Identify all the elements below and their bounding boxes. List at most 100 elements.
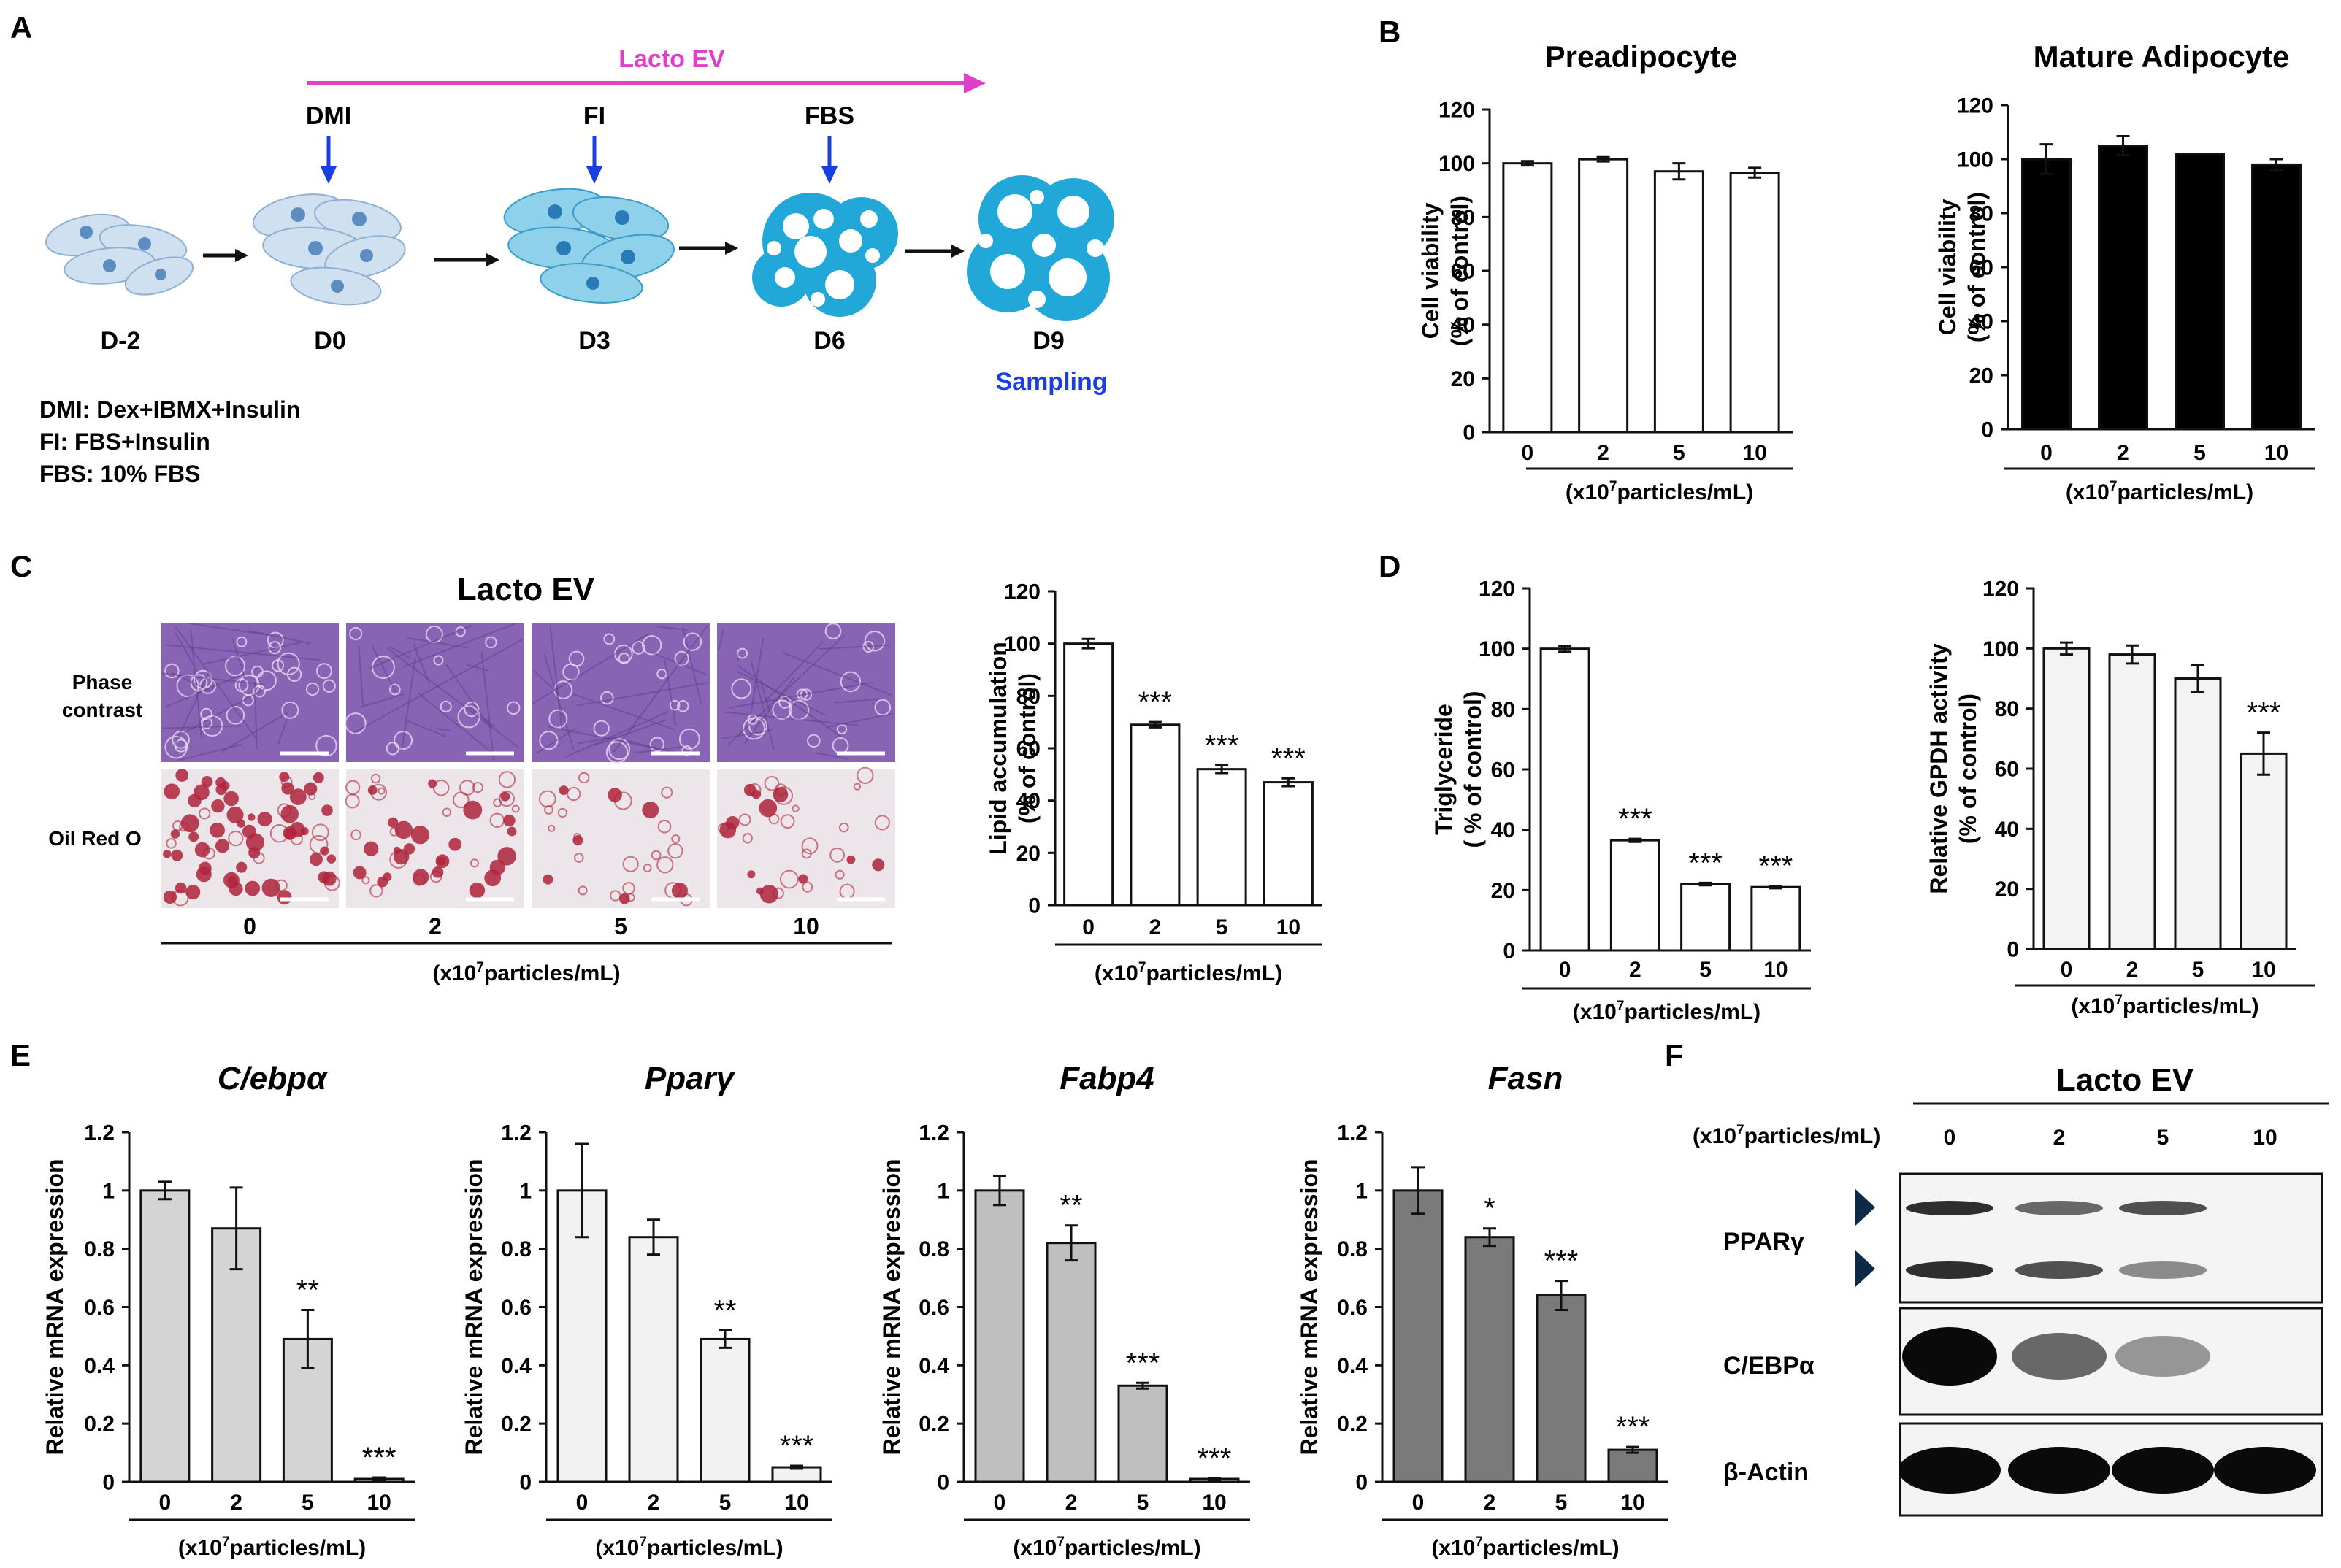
y-tick-label: 60 (1016, 737, 1041, 761)
x-tick-label: 5 (719, 1491, 732, 1515)
band-marker-arrowhead-upper (1855, 1188, 1875, 1226)
error-bar-5 (2191, 664, 2204, 693)
x-tick-label: 5 (1137, 1491, 1149, 1515)
beta-actin-band-lane-1 (2008, 1447, 2110, 1494)
y-tick-label: 40 (1969, 310, 1993, 334)
y-tick-label: 120 (1479, 577, 1515, 602)
error-bar-10 (372, 1476, 386, 1482)
y-tick-label: 0.6 (501, 1296, 532, 1320)
cebpa-band-lane-1 (2012, 1333, 2107, 1380)
bar-5 (2175, 153, 2225, 431)
error-bar-2 (2116, 135, 2130, 156)
bar-10 (2240, 752, 2288, 950)
error-bar-2 (2126, 644, 2139, 665)
x-axis-label: (x107particles/mL) (178, 1534, 366, 1560)
bar-2 (2108, 653, 2156, 950)
y-tick-label: 1.2 (1337, 1121, 1368, 1145)
cell-cluster-d0 (252, 193, 406, 306)
western-dose-label-0: 0 (1944, 1126, 1956, 1150)
legend-line-fbs: FBS: 10% FBS (39, 461, 200, 487)
x-tick-label: 2 (2117, 441, 2129, 465)
error-bar-0 (2039, 143, 2053, 175)
x-tick-label: 0 (159, 1491, 172, 1515)
chart-b1: Preadipocyte 0 20 40 60 80 100 120 0 2 5 10 (x107par… (1417, 39, 1793, 504)
y-tick-label: 1 (102, 1179, 115, 1203)
y-tick-label: 0 (937, 1471, 949, 1495)
cell-cluster-d9 (967, 175, 1114, 321)
y-tick-label: 1 (1355, 1179, 1368, 1203)
reagent-label-dmi: DMI (306, 102, 351, 130)
x-tick-label: 0 (2061, 958, 2073, 982)
reagent-label-fbs: FBS (805, 102, 854, 130)
chart-title: Mature Adipocyte (2034, 39, 2290, 74)
micrograph-dose-label-0: 0 (243, 913, 256, 939)
error-bar-2 (1596, 155, 1610, 163)
day-label-d-2: D-2 (101, 327, 141, 355)
error-bar-5 (301, 1308, 315, 1369)
y-tick-label: 0 (1355, 1471, 1368, 1495)
y-axis-label: Relative mRNA expression (1296, 1158, 1322, 1455)
cell-cluster-d3 (503, 188, 675, 304)
x-tick-label: 2 (1149, 915, 1162, 939)
pparg-lower-band-lane-0 (1906, 1261, 1993, 1279)
y-tick-label: 0 (1463, 421, 1475, 445)
y-tick-label: 100 (1982, 637, 2019, 661)
y-tick-label: 0.4 (84, 1354, 115, 1378)
bar-2 (1130, 723, 1181, 907)
panel-letter-e: E (10, 1038, 31, 1072)
western-dose-label-10: 10 (2253, 1126, 2277, 1150)
error-bar-0 (1081, 637, 1095, 650)
error-bar-0 (1411, 1166, 1425, 1215)
x-axis-label: (x107particles/mL) (1566, 479, 1753, 504)
error-bar-10 (1748, 166, 1762, 179)
y-tick-label: 20 (1969, 364, 1993, 388)
y-tick-label: 0 (2007, 938, 2019, 962)
reagent-arrowhead-fi (586, 166, 602, 184)
x-tick-label: 5 (1699, 958, 1712, 982)
western-dose-label-5: 5 (2157, 1126, 2169, 1150)
y-tick-label: 0.6 (919, 1296, 949, 1320)
bar-2 (1578, 158, 1629, 434)
chart-title: Preadipocyte (1545, 39, 1738, 74)
y-tick-label: 0.2 (1337, 1413, 1368, 1437)
y-tick-label: 120 (1982, 577, 2019, 602)
x-tick-label: 0 (2040, 441, 2053, 465)
beta-actin-band-lane-3 (2214, 1447, 2316, 1494)
y-tick-label: 0.8 (501, 1237, 532, 1261)
error-bar-2 (1483, 1227, 1496, 1248)
x-tick-label: 5 (1673, 441, 1685, 465)
day-label-d6: D6 (813, 327, 845, 355)
phase-contrast-image-5 (532, 623, 710, 764)
panel-letter-f: F (1665, 1038, 1684, 1072)
significance-label: *** (1205, 729, 1239, 761)
chart-c1: 0 20 40 60 80 100 120 0 *** 2 *** 5 *** 10 (x107partic… (985, 580, 1322, 985)
x-tick-label: 10 (2251, 958, 2275, 982)
y-tick-label: 0.2 (84, 1413, 115, 1437)
x-axis-label: (x107particles/mL) (1431, 1534, 1619, 1560)
significance-label: *** (1618, 803, 1652, 835)
micrograph-unit-label: (x107particles/mL) (432, 960, 620, 985)
y-tick-label: 0.8 (1337, 1237, 1368, 1261)
treatment-arrowhead (964, 73, 986, 93)
y-tick-label: 0.6 (1337, 1296, 1368, 1320)
micrograph-title: Lacto EV (457, 572, 595, 607)
phase-contrast-image-2 (345, 623, 524, 762)
y-axis-label: Relative GPDH activity (% of control) (1926, 643, 1981, 893)
y-tick-label: 0.4 (919, 1354, 949, 1378)
error-bar-10 (1626, 1445, 1639, 1454)
y-axis-label: Relative mRNA expression (461, 1158, 487, 1455)
x-tick-label: 2 (1065, 1491, 1078, 1515)
bar-10 (1729, 172, 1780, 434)
phase-contrast-image-0 (161, 623, 339, 762)
y-tick-label: 40 (1491, 818, 1515, 842)
x-tick-label: 2 (1629, 958, 1641, 982)
significance-label: *** (1126, 1347, 1160, 1379)
treatment-label: Lacto EV (618, 45, 725, 73)
panel-letter-b: B (1379, 15, 1401, 49)
beta-actin-band-lane-2 (2112, 1447, 2214, 1494)
significance-label: *** (1544, 1245, 1579, 1277)
y-tick-label: 1 (519, 1179, 532, 1203)
band-marker-arrowhead-lower (1855, 1250, 1875, 1288)
error-bar-0 (1520, 160, 1534, 167)
